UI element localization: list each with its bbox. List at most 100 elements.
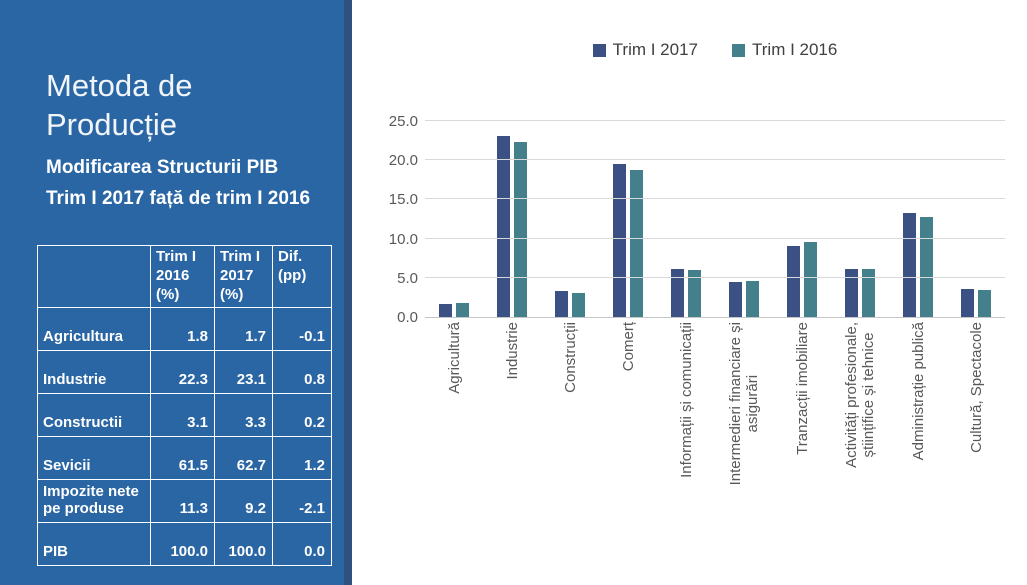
panel-edge-divider	[344, 0, 352, 585]
y-axis-tick-label: 5.0	[397, 269, 418, 287]
table-cell-v2016: 100.0	[150, 522, 215, 566]
category-label: Construcții	[553, 322, 587, 537]
category-label-text: Construcții	[561, 322, 579, 393]
bar-group	[657, 122, 715, 317]
x-label-slot: Cultură, Spectacole	[947, 322, 1005, 552]
table-cell-dif: 1.2	[272, 436, 332, 480]
x-label-slot: Comerț	[599, 322, 657, 552]
table-header-cell	[37, 245, 151, 308]
table-cell-label: Industrie	[37, 350, 151, 394]
table-header-cell: Trim I 2017 (%)	[214, 245, 273, 308]
y-axis: 0.0 5.0 10.0 15.0 20.0 25.0	[352, 113, 418, 326]
x-label-slot: Informații și comunicații	[657, 322, 715, 552]
x-label-slot: Construcții	[541, 322, 599, 552]
y-axis-tick-label: 20.0	[388, 152, 418, 170]
x-label-slot: Activități profesionale, științifice și …	[831, 322, 889, 552]
table-cell-label: PIB	[37, 522, 151, 566]
gridline	[425, 159, 1005, 161]
table-header-cell: Dif. (pp)	[272, 245, 332, 308]
table-cell-v2017: 23.1	[214, 350, 273, 394]
bar-trim-i-2017	[555, 291, 568, 317]
bar-group	[483, 122, 541, 317]
category-label: Informații și comunicații	[669, 322, 703, 537]
bar-trim-i-2017	[961, 288, 974, 317]
bar-trim-i-2016	[688, 269, 701, 317]
category-label-text: Tranzacții imobiliare	[793, 322, 811, 455]
table-cell-dif: -0.1	[272, 307, 332, 351]
table-cell-label: Agricultura	[37, 307, 151, 351]
category-label: Tranzacții imobiliare	[785, 322, 819, 537]
table-cell-v2016: 22.3	[150, 350, 215, 394]
category-label-text: Administrație publică	[909, 322, 927, 461]
y-axis-tick-label: 25.0	[388, 113, 418, 130]
bar-group	[541, 122, 599, 317]
x-label-slot: Tranzacții imobiliare	[773, 322, 831, 552]
x-label-slot: Agricultură	[425, 322, 483, 552]
plot-area	[425, 120, 1005, 318]
table-header-cell: Trim I 2016 (%)	[150, 245, 215, 308]
bar-trim-i-2017	[671, 269, 684, 317]
bar-group	[425, 122, 483, 317]
category-label-text: Agricultură	[445, 322, 463, 394]
table-cell-v2017: 3.3	[214, 393, 273, 437]
bar-chart: Trim I 2017 Trim I 2016 0.0 5.0 10.0 15.0 20.…	[352, 0, 1027, 585]
gridline	[425, 237, 1005, 239]
category-label: Intermedieri financiare și asigurări	[727, 322, 761, 537]
table-body: Agricultura 1.8 1.7 -0.1 Industrie 22.3 23.1 0.…	[37, 307, 332, 566]
bar-trim-i-2017	[787, 246, 800, 317]
table-row: PIB 100.0 100.0 0.0	[37, 522, 332, 566]
table-cell-label: Sevicii	[37, 436, 151, 480]
bar-trim-i-2017	[845, 269, 858, 317]
table-cell-v2016: 3.1	[150, 393, 215, 437]
table-row: Agricultura 1.8 1.7 -0.1	[37, 307, 332, 351]
legend-item: Trim I 2017	[592, 40, 698, 60]
table-cell-dif: 0.2	[272, 393, 332, 437]
bar-group	[599, 122, 657, 317]
pib-structure-table: Trim I 2016 (%) Trim I 2017 (%) Dif. (pp) …	[37, 245, 332, 566]
y-axis-tick-label: 0.0	[397, 309, 418, 326]
bar-group	[947, 122, 1005, 317]
bar-group	[831, 122, 889, 317]
table-cell-v2017: 9.2	[214, 479, 273, 523]
bar-group	[773, 122, 831, 317]
category-label: Industrie	[495, 322, 529, 537]
y-axis-tick-label: 10.0	[388, 230, 418, 248]
bar-trim-i-2017	[903, 212, 916, 317]
gridline	[425, 198, 1005, 200]
bar-trim-i-2016	[630, 169, 643, 317]
category-label-text: Intermedieri financiare și asigurări	[727, 322, 761, 486]
table-cell-v2016: 61.5	[150, 436, 215, 480]
legend-swatch-icon	[732, 43, 745, 57]
bar-trim-i-2017	[729, 281, 742, 317]
table-cell-dif: 0.0	[272, 522, 332, 566]
bar-trim-i-2016	[862, 269, 875, 317]
bar-trim-i-2016	[920, 217, 933, 317]
category-label: Agricultură	[437, 322, 471, 537]
bar-group	[715, 122, 773, 317]
legend-swatch-icon	[592, 43, 606, 57]
table-cell-label: Impozite nete pe produse	[37, 479, 151, 523]
category-label: Comerț	[611, 322, 645, 537]
gridline	[425, 276, 1005, 278]
table-row: Industrie 22.3 23.1 0.8	[37, 350, 332, 394]
table-row: Impozite nete pe produse 11.3 9.2 -2.1	[37, 479, 332, 523]
bar-trim-i-2016	[514, 142, 527, 317]
x-axis-labels: Agricultură Industrie Construcții Comerț Inf…	[425, 322, 1005, 552]
bar-trim-i-2016	[978, 290, 991, 317]
table-cell-label: Constructii	[37, 393, 151, 437]
legend-label: Trim I 2017	[612, 40, 698, 59]
slide-title: Metoda de Producție	[46, 68, 193, 143]
table-cell-v2016: 1.8	[150, 307, 215, 351]
table-cell-v2017: 1.7	[214, 307, 273, 351]
bar-trim-i-2016	[804, 241, 817, 317]
bar-trim-i-2016	[746, 280, 759, 317]
gridline	[425, 120, 1005, 121]
legend-label: Trim I 2016	[752, 40, 838, 59]
category-label: Activități profesionale, științifice și …	[843, 322, 877, 537]
slide-subtitle: Modificarea Structurii PIB Trim I 2017 f…	[46, 157, 311, 210]
category-label: Administrație publică	[901, 322, 935, 537]
table-cell-dif: 0.8	[272, 350, 332, 394]
table-cell-dif: -2.1	[272, 479, 332, 523]
chart-legend: Trim I 2017 Trim I 2016	[425, 40, 1005, 60]
